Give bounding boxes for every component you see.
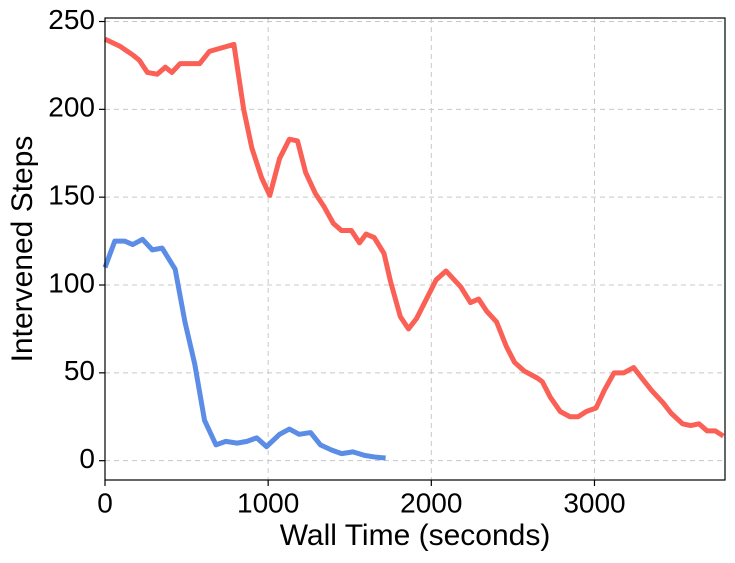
line — [103, 36, 725, 439]
y-tick-label: 0 — [79, 443, 95, 474]
y-tick-label: 250 — [48, 4, 95, 35]
x-tick-label: 2000 — [400, 487, 462, 518]
y-tick-label: 150 — [48, 180, 95, 211]
y-tick-label: 200 — [48, 92, 95, 123]
plot-frame — [104, 17, 726, 481]
x-tick-label: 0 — [97, 487, 113, 518]
x-tick-label: 3000 — [563, 487, 625, 518]
y-tick-label: 50 — [64, 355, 95, 386]
y-tick-label: 100 — [48, 267, 95, 298]
x-tick-label: 1000 — [237, 487, 299, 518]
line — [102, 236, 386, 461]
y-axis-title: Intervened Steps — [6, 136, 39, 363]
x-axis-title: Wall Time (seconds) — [280, 519, 551, 552]
